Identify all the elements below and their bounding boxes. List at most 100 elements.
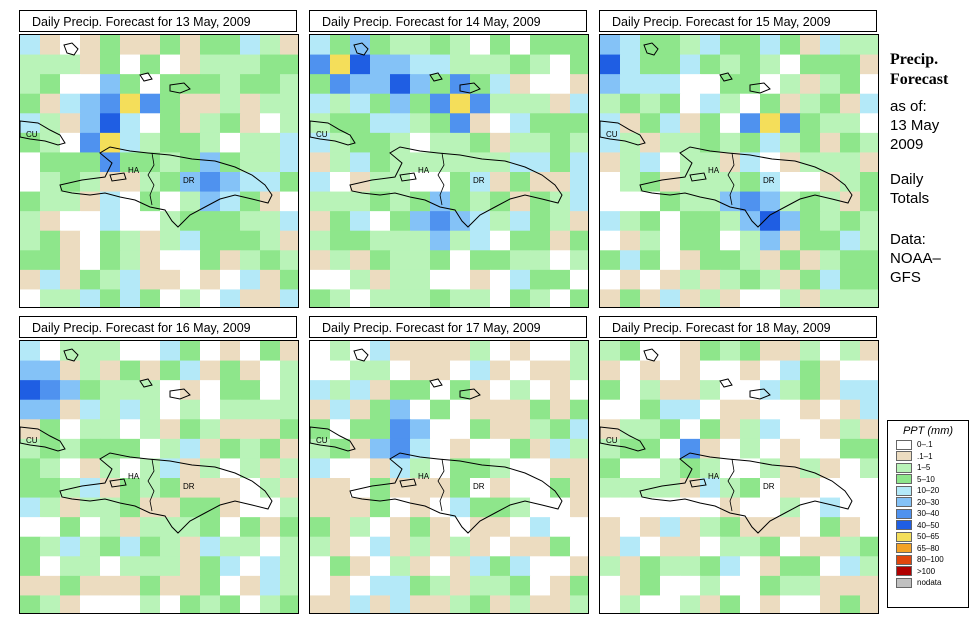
precip-cell [370, 399, 391, 420]
precip-cell [240, 230, 261, 251]
legend-item: 0–.1 [896, 439, 968, 451]
precip-cell [100, 595, 121, 613]
precip-cell [860, 341, 878, 362]
cuba-outline [20, 120, 66, 146]
precip-cell [600, 93, 621, 114]
precip-cell [640, 113, 661, 134]
precip-cell [640, 399, 661, 420]
precip-cell [660, 289, 681, 307]
precip-cell [680, 35, 701, 56]
precip-cell [390, 517, 411, 538]
precip-cell [20, 211, 41, 232]
precip-cell [120, 132, 141, 153]
precip-cell [140, 35, 161, 56]
precip-cell [700, 35, 721, 56]
island-outline [643, 42, 659, 56]
precip-cell [80, 478, 101, 499]
precip-cell [410, 478, 431, 499]
precip-cell [160, 93, 181, 114]
precip-cell [740, 250, 761, 271]
precip-cell [470, 211, 491, 232]
precip-cell [660, 595, 681, 613]
precip-cell [240, 250, 261, 271]
precip-cell [600, 54, 621, 75]
precip-cell [40, 54, 61, 75]
precip-cell [570, 360, 588, 381]
precip-cell [240, 74, 261, 95]
precip-cell [510, 575, 531, 596]
precip-cell [600, 269, 621, 290]
legend-label: 50–65 [917, 532, 940, 542]
forecast-panel-2: Daily Precip. Forecast for 14 May, 2009 … [309, 10, 589, 308]
precip-cell [660, 360, 681, 381]
precip-cell [760, 191, 781, 212]
precip-cell [390, 54, 411, 75]
precip-cell [350, 341, 371, 362]
precip-cell [860, 172, 878, 193]
precip-cell [280, 458, 298, 479]
precip-cell [390, 74, 411, 95]
precip-cell [740, 93, 761, 114]
precip-cell [370, 380, 391, 401]
precip-cell [350, 517, 371, 538]
precip-cell [640, 556, 661, 577]
island-outline [749, 388, 771, 400]
precip-cell [470, 575, 491, 596]
precip-cell [760, 132, 781, 153]
precip-cell [530, 152, 551, 173]
legend-item: 5–10 [896, 474, 968, 486]
precip-cell [570, 399, 588, 420]
precip-cell [260, 35, 281, 56]
precip-cell [860, 269, 878, 290]
precip-cell [160, 74, 181, 95]
precip-cell [620, 497, 641, 518]
precip-cell [470, 269, 491, 290]
precip-cell [570, 269, 588, 290]
precip-cell [660, 399, 681, 420]
precip-cell [240, 399, 261, 420]
precip-cell [20, 54, 41, 75]
precip-cell [280, 438, 298, 459]
precip-cell [820, 399, 841, 420]
precip-cell [370, 289, 391, 307]
precip-cell [180, 269, 201, 290]
precip-cell [820, 54, 841, 75]
precip-cell [780, 132, 801, 153]
precip-cell [430, 458, 451, 479]
precip-cell [310, 341, 331, 362]
precip-cell [120, 517, 141, 538]
precip-cell [680, 132, 701, 153]
precip-cell [240, 595, 261, 613]
precip-cell [240, 478, 261, 499]
precip-cell [860, 93, 878, 114]
precip-cell [840, 438, 861, 459]
precip-cell [390, 575, 411, 596]
precip-cell [410, 419, 431, 440]
data-line-1: Data: [890, 231, 926, 248]
precip-cell [310, 54, 331, 75]
precip-cell [200, 211, 221, 232]
precip-cell [80, 556, 101, 577]
precip-cell [800, 74, 821, 95]
precip-cell [800, 341, 821, 362]
precip-cell [510, 556, 531, 577]
precip-cell [470, 419, 491, 440]
precip-cell [100, 438, 121, 459]
precip-cell [820, 517, 841, 538]
precip-cell [120, 497, 141, 518]
precip-cell [800, 360, 821, 381]
precip-cell [680, 438, 701, 459]
precip-cell [760, 380, 781, 401]
precip-cell [390, 113, 411, 134]
precip-cell [280, 341, 298, 362]
precip-cell [370, 556, 391, 577]
precip-cell [450, 380, 471, 401]
precip-cell [450, 419, 471, 440]
precip-cell [570, 191, 588, 212]
precip-cell [640, 458, 661, 479]
precip-cell [740, 74, 761, 95]
precip-cell [530, 536, 551, 557]
precip-cell [370, 478, 391, 499]
precip-cell [370, 419, 391, 440]
precip-cell [450, 458, 471, 479]
